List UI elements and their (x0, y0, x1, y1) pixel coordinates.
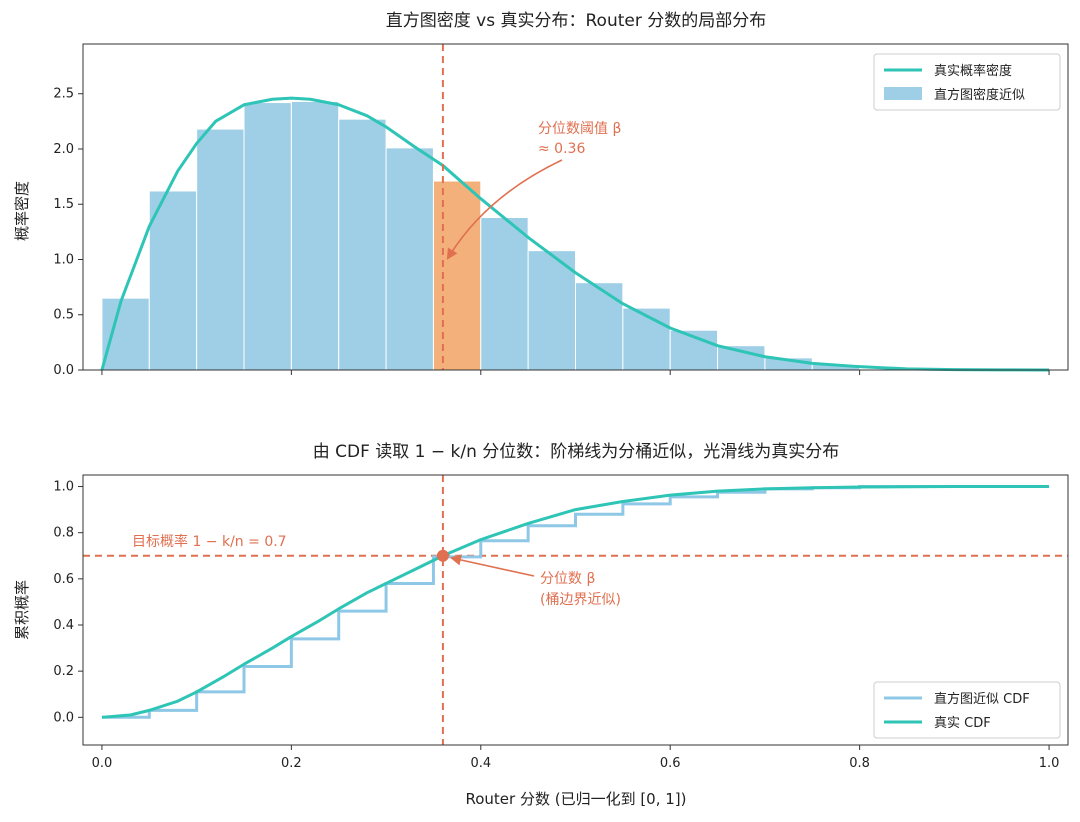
threshold-annotation-line1: 分位数阈值 β (538, 121, 621, 137)
cdf-plot-frame (82, 474, 1069, 746)
y-tick-label: 0.2 (53, 664, 74, 679)
density-chart-title: 直方图密度 vs 真实分布：Router 分数的局部分布 (386, 11, 766, 31)
cdf-legend-box (873, 681, 1061, 739)
x-tick-label: 0.4 (470, 756, 491, 771)
threshold-annotation-line2: ≈ 0.36 (538, 141, 585, 157)
density-y-ticks: 0.0 0.5 1.0 1.5 2.0 2.5 (53, 87, 83, 378)
histogram-bar (385, 147, 434, 371)
density-y-label: 概率密度 (13, 181, 31, 241)
y-tick-label: 0.6 (53, 572, 74, 587)
quantile-point (436, 549, 449, 562)
y-tick-label: 1.5 (53, 197, 74, 212)
histogram-bar (290, 100, 340, 371)
density-legend: 真实概率密度 直方图密度近似 (873, 53, 1061, 111)
histogram-bar (148, 190, 198, 371)
x-tick-label: 0.8 (849, 756, 870, 771)
threshold-annotation: 分位数阈值 β ≈ 0.36 (446, 121, 621, 260)
y-tick-label: 0.8 (53, 526, 74, 541)
true-density-line (100, 96, 1050, 372)
quantile-point-annotation-line1: 分位数 β (540, 571, 595, 587)
histogram-bar (575, 282, 624, 371)
quantile-point-annotation-line2: (桶边界近似) (540, 592, 621, 608)
threshold-annotation-arrow (446, 159, 563, 260)
target-probability-label: 目标概率 1 − k/n = 0.7 (132, 533, 287, 550)
x-tick-label: 0.0 (92, 756, 113, 771)
legend-true-density-label: 真实概率密度 (934, 63, 1012, 79)
cdf-x-label: Router 分数 (已归一化到 [0, 1]) (465, 790, 686, 808)
true-density-curve (100, 96, 1050, 372)
y-tick-label: 2.5 (53, 87, 74, 102)
y-tick-label: 0.0 (53, 363, 74, 378)
quantile-point-annotation-arrow (449, 554, 535, 577)
cdf-y-ticks: 0.0 0.2 0.4 0.6 0.8 1.0 (53, 480, 83, 725)
cdf-chart: 由 CDF 读取 1 − k/n 分位数：阶梯线为分桶近似，光滑线为真实分布 0… (13, 442, 1069, 808)
x-tick-label: 1.0 (1039, 756, 1060, 771)
legend-histogram-swatch (884, 87, 922, 100)
y-tick-label: 0.5 (53, 308, 74, 323)
cdf-y-label: 累积概率 (13, 580, 31, 640)
legend-step-cdf-label: 直方图近似 CDF (934, 691, 1030, 707)
y-tick-label: 1.0 (53, 480, 74, 495)
density-x-ticks (101, 370, 1050, 375)
histogram-bar (101, 297, 150, 371)
true-cdf-curve (101, 485, 1050, 719)
quantile-point-annotation: 分位数 β (桶边界近似) (449, 554, 621, 608)
histogram-bar (338, 118, 387, 371)
histogram-bar (622, 307, 671, 371)
true-cdf-line (101, 485, 1050, 719)
density-chart: 直方图密度 vs 真实分布：Router 分数的局部分布 0.0 0.5 1.0 1.… (13, 11, 1069, 378)
cdf-chart-title: 由 CDF 读取 1 − k/n 分位数：阶梯线为分桶近似，光滑线为真实分布 (313, 442, 840, 462)
histogram-bar (196, 128, 245, 371)
cdf-x-ticks: 0.0 0.2 0.4 0.6 0.8 1.0 (92, 745, 1060, 771)
legend-histogram-label: 直方图密度近似 (934, 87, 1025, 103)
density-plot-frame (82, 43, 1069, 371)
histogram-bar (527, 250, 576, 371)
histogram-bar (717, 345, 766, 371)
quantile-point-marker (436, 549, 449, 562)
y-tick-label: 0.0 (53, 710, 74, 725)
y-tick-label: 0.4 (53, 618, 74, 633)
x-tick-label: 0.2 (281, 756, 302, 771)
x-tick-label: 0.6 (660, 756, 681, 771)
y-tick-label: 1.0 (53, 252, 74, 267)
legend-true-cdf-label: 真实 CDF (934, 716, 991, 731)
histogram-bars (101, 100, 861, 371)
y-tick-label: 2.0 (53, 142, 74, 157)
cdf-legend: 直方图近似 CDF 真实 CDF (873, 681, 1061, 739)
histogram-bar (243, 102, 292, 371)
histogram-bar (480, 216, 529, 371)
histogram-bar-highlight (432, 180, 482, 371)
